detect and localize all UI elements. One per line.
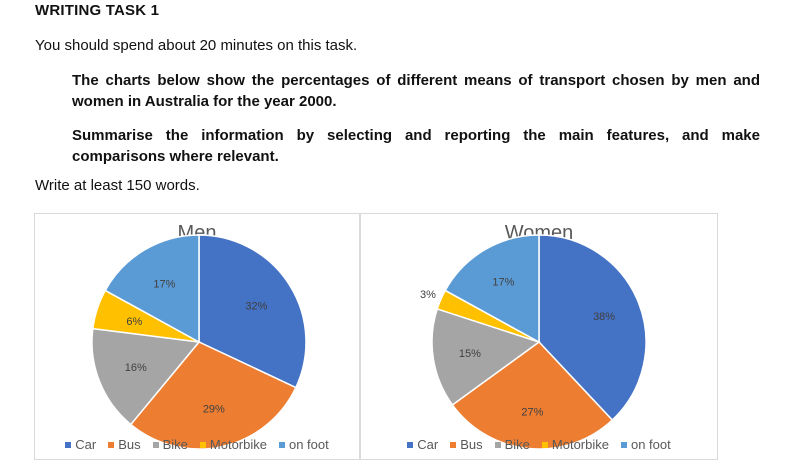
task-heading: WRITING TASK 1 [35, 2, 160, 19]
legend-swatch-icon [152, 441, 159, 448]
women-slice-car [538, 234, 647, 422]
women-slice-on-foot [444, 234, 540, 344]
men-label-car: 32% [245, 301, 267, 313]
task-prompt-2: Summarise the information by selecting a… [72, 127, 760, 165]
men-legend-item-car: Car [65, 437, 96, 452]
men-slice-bike [91, 327, 201, 426]
women-chart-panel: Women 38% 27% 15% 3% 17% Car Bus Bike Motorbike… [360, 213, 718, 460]
legend-swatch-icon [278, 441, 285, 448]
women-label-on-foot: 17% [492, 277, 514, 289]
men-label-bike: 16% [125, 362, 147, 374]
men-legend-item-bus: Bus [108, 437, 141, 452]
legend-label: Bus [460, 437, 483, 452]
men-legend-item-motorbike: Motorbike [199, 437, 267, 452]
men-slice-on-foot [104, 234, 200, 344]
women-legend: Car Bus Bike Motorbike on foot [361, 437, 717, 452]
women-legend-item-car: Car [407, 437, 438, 452]
legend-label: on foot [630, 437, 671, 452]
men-legend: Car Bus Bike Motorbike on foot [35, 437, 359, 452]
women-slice-bus [451, 341, 614, 450]
men-chart-panel: Men 32% 29% 16% 6% 17% Car Bus Bike Motorbike on… [34, 213, 360, 460]
legend-label: Bike [162, 437, 188, 452]
legend-label: Car [75, 437, 97, 452]
women-label-car: 38% [593, 311, 615, 323]
legend-label: Motorbike [551, 437, 609, 452]
legend-label: Bike [504, 437, 530, 452]
legend-label: Bus [118, 437, 141, 452]
men-slice-bus [129, 341, 297, 450]
legend-swatch-icon [65, 441, 72, 448]
women-label-motorbike: 3% [420, 289, 436, 301]
men-label-motorbike: 6% [126, 316, 142, 328]
women-pie-chart: 38% 27% 15% 3% 17% [420, 234, 647, 450]
legend-swatch-icon [541, 441, 548, 448]
women-label-bike: 15% [459, 348, 481, 360]
legend-label: on foot [288, 437, 329, 452]
legend-label: Motorbike [209, 437, 267, 452]
task-prompt-1: The charts below show the percentages of… [72, 72, 760, 110]
women-legend-item-motorbike: Motorbike [541, 437, 609, 452]
word-count-instruction: Write at least 150 words. [35, 177, 200, 194]
legend-swatch-icon [494, 441, 501, 448]
women-legend-item-bike: Bike [494, 437, 530, 452]
legend-swatch-icon [620, 441, 627, 448]
legend-swatch-icon [108, 441, 115, 448]
legend-label: Car [417, 437, 439, 452]
men-pie-chart: 32% 29% 16% 6% 17% [91, 234, 307, 450]
men-label-on-foot: 17% [153, 278, 175, 290]
legend-swatch-icon [450, 441, 457, 448]
women-slice-bike [431, 307, 541, 406]
men-slice-car [198, 234, 307, 389]
legend-swatch-icon [407, 441, 414, 448]
men-legend-item-bike: Bike [152, 437, 188, 452]
women-legend-item-bus: Bus [450, 437, 483, 452]
women-label-bus: 27% [521, 407, 543, 419]
men-legend-item-on-foot: on foot [278, 437, 329, 452]
men-label-bus: 29% [203, 403, 225, 415]
legend-swatch-icon [199, 441, 206, 448]
task-intro: You should spend about 20 minutes on thi… [35, 37, 358, 54]
women-legend-item-on-foot: on foot [620, 437, 671, 452]
